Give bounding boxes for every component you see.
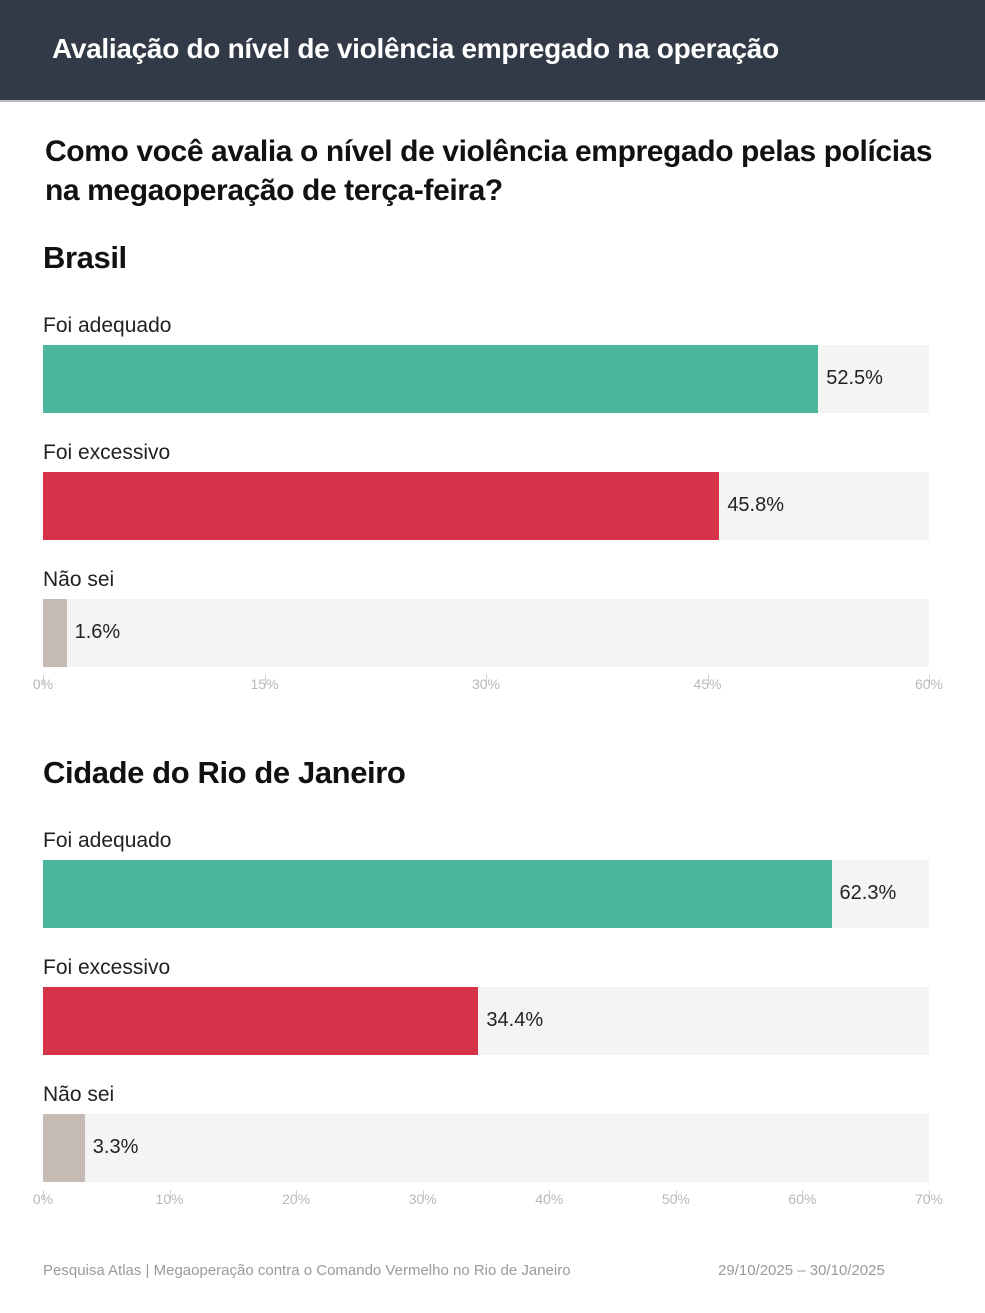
- tick-label: 0%: [32, 1191, 54, 1207]
- bar: [43, 987, 479, 1055]
- bar: [43, 472, 720, 540]
- data-label: 52.5%: [826, 367, 883, 389]
- tick-label: 70%: [914, 1191, 944, 1207]
- axis-tick: [675, 1190, 677, 1200]
- axis-tick: [549, 1190, 551, 1200]
- axis-tick: [929, 1190, 930, 1200]
- page-title: Avaliação do nível de violência empregad…: [52, 33, 779, 64]
- data-label: 1.6%: [74, 621, 121, 643]
- bar-track: 1.6%: [43, 599, 929, 667]
- axis-tick: [169, 1190, 171, 1200]
- data-label: 62.3%: [839, 882, 897, 904]
- tick-label: 30%: [471, 676, 501, 692]
- category-label: Não sei: [43, 568, 115, 591]
- bar: [43, 860, 832, 928]
- bar-track: 3.3%: [43, 1114, 929, 1182]
- tick-label: 30%: [408, 1191, 437, 1207]
- tick-label: 20%: [282, 1191, 311, 1207]
- tick-label: 15%: [250, 676, 279, 692]
- axis-tick: [422, 1190, 424, 1200]
- tick-label: 50%: [661, 1191, 690, 1207]
- axis-tick: [486, 675, 487, 685]
- category-label: Não sei: [43, 1083, 115, 1106]
- chart-title-rio: Cidade do Rio de Janeiro: [43, 755, 406, 790]
- axis-tick: [296, 1190, 298, 1200]
- bar-track: 62.3%: [43, 860, 929, 928]
- data-label: 3.3%: [92, 1136, 139, 1158]
- data-label: 45.8%: [727, 494, 785, 516]
- tick-label: 60%: [914, 676, 944, 692]
- footer-dates: 29/10/2025 – 30/10/2025: [718, 1262, 885, 1279]
- axis-tick: [264, 675, 266, 685]
- bar: [43, 599, 67, 667]
- footer-source: Pesquisa Atlas | Megaoperação contra o C…: [43, 1262, 571, 1279]
- tick-label: 45%: [693, 676, 722, 692]
- chart-title-brasil: Brasil: [43, 240, 127, 275]
- tick-label: 0%: [32, 676, 54, 692]
- header-bar: Avaliação do nível de violência empregad…: [0, 0, 985, 102]
- axis-tick: [707, 675, 709, 685]
- axis-tick: [802, 1190, 804, 1200]
- category-label: Foi adequado: [43, 314, 172, 337]
- axis-tick: [43, 1190, 44, 1200]
- tick-label: 40%: [535, 1191, 564, 1207]
- bar-track: 34.4%: [43, 987, 929, 1055]
- axis-tick: [43, 675, 44, 685]
- question-text: Como você avalia o nível de violência em…: [45, 135, 933, 207]
- bar-track: 52.5%: [43, 345, 929, 413]
- axis-tick: [929, 675, 930, 685]
- tick-label: 10%: [155, 1191, 184, 1207]
- category-label: Foi adequado: [43, 829, 172, 852]
- tick-label: 60%: [788, 1191, 817, 1207]
- bar: [43, 345, 819, 413]
- bar: [43, 1114, 85, 1182]
- data-label: 34.4%: [486, 1009, 544, 1031]
- category-label: Foi excessivo: [43, 956, 171, 979]
- category-label: Foi excessivo: [43, 441, 171, 464]
- bar-track: 45.8%: [43, 472, 929, 540]
